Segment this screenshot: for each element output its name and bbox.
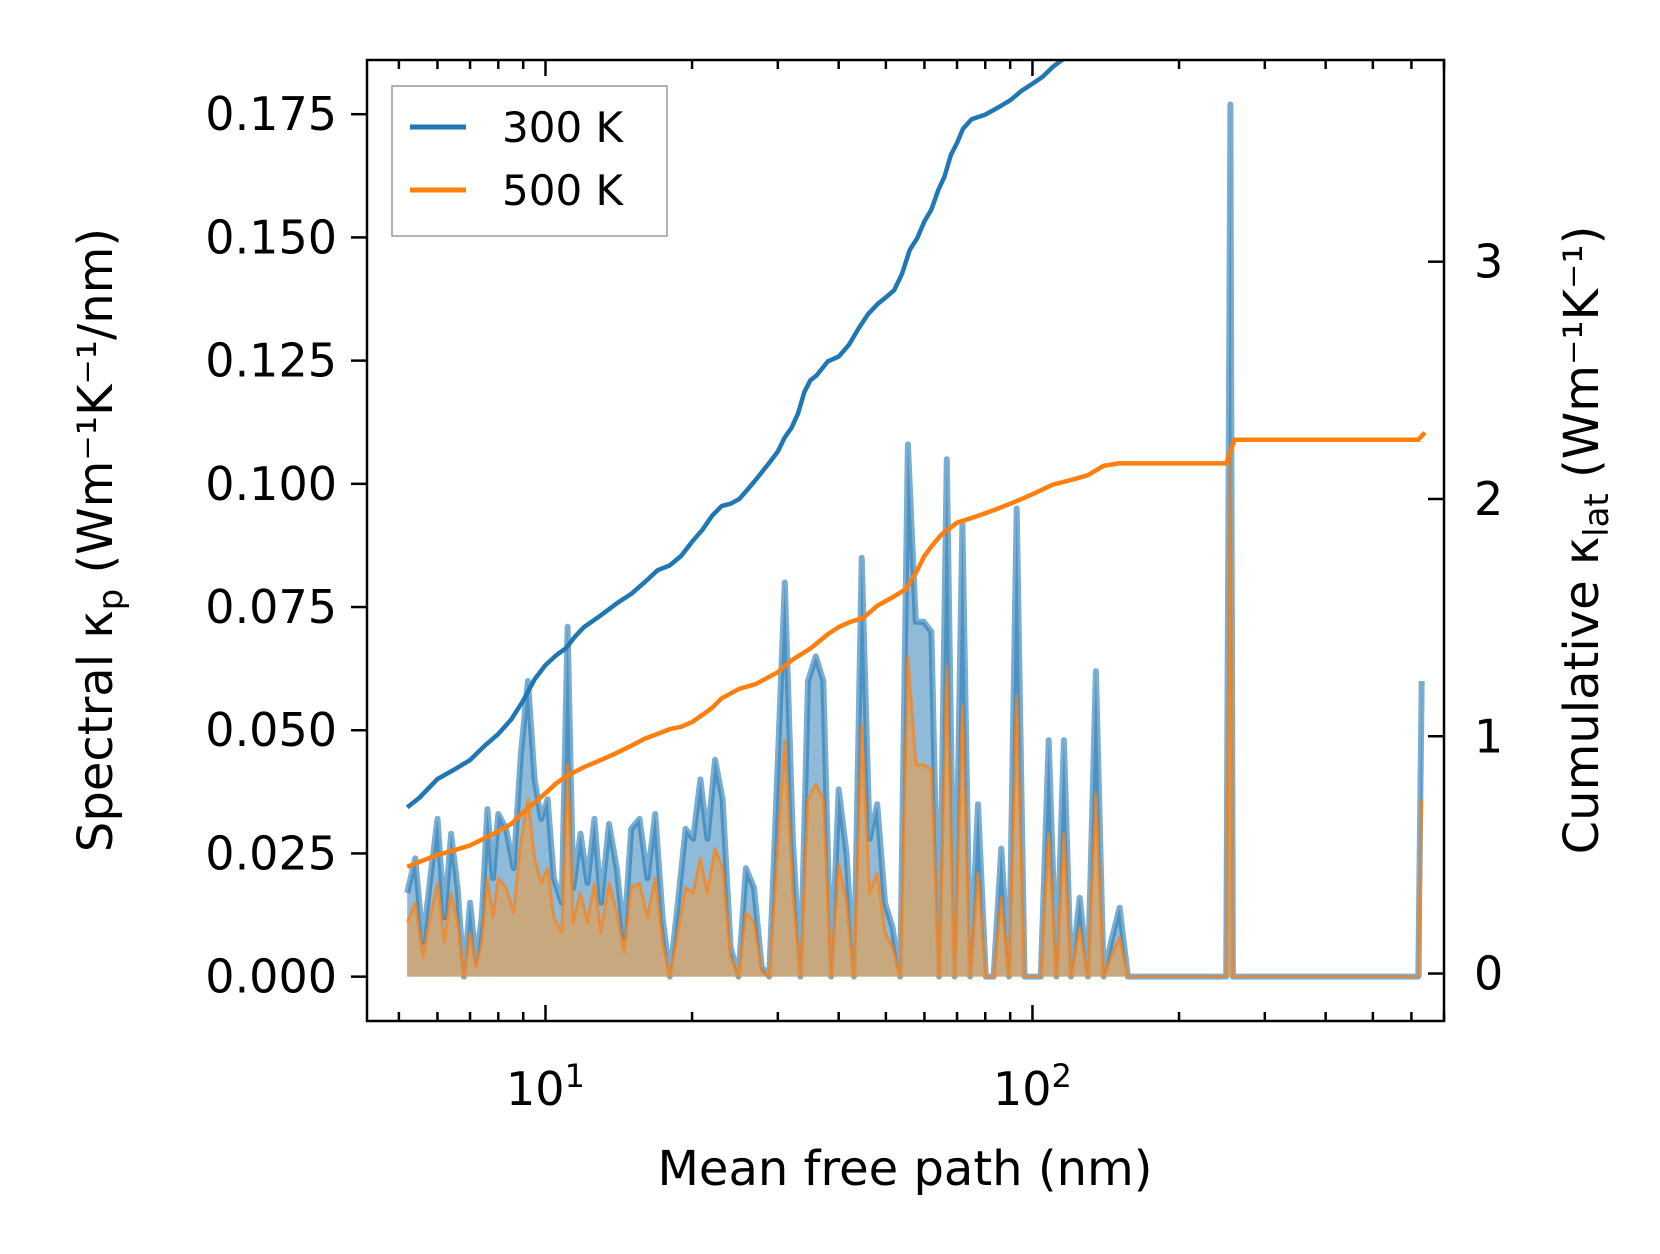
left-y-tick-label: 0.025 — [205, 826, 337, 880]
legend-label-300k: 300 K — [502, 103, 625, 152]
tick-labels-layer: 101 1020.0000.0250.0500.0750.1000.1250.15… — [205, 87, 1503, 1116]
left-y-tick-label: 0.050 — [205, 703, 337, 757]
right-y-tick-label: 2 — [1474, 472, 1503, 526]
x-axis-title: Mean free path (nm) — [658, 1141, 1153, 1197]
right-y-tick-label: 0 — [1474, 947, 1503, 1001]
spectral-500k-line — [405, 452, 1424, 979]
spectral-500k-area — [407, 454, 1422, 977]
ticks-layer — [351, 60, 1446, 1021]
left-y-tick-label: 0.175 — [205, 87, 337, 141]
left-y-axis-title: Spectral κp (Wm⁻¹K⁻¹/nm) — [68, 228, 131, 852]
left-y-tick-label: 0.125 — [205, 334, 337, 388]
left-y-tick-label: 0.100 — [205, 457, 337, 511]
right-y-tick-label: 1 — [1474, 709, 1503, 763]
left-y-tick-label: 0.075 — [205, 580, 337, 634]
legend: 300 K 500 K — [391, 85, 668, 237]
series-layer — [404, 60, 1427, 980]
left-y-tick-label: 0.150 — [205, 210, 337, 264]
x-tick-label: 101 — [506, 1057, 585, 1116]
legend-box — [391, 85, 668, 237]
x-tick-label: 102 — [993, 1057, 1072, 1116]
right-y-tick-label: 3 — [1474, 235, 1503, 289]
right-y-axis-title: Cumulative κlat (Wm⁻¹K⁻¹) — [1554, 226, 1617, 855]
plot-frame — [365, 58, 1446, 1023]
legend-label-500k: 500 K — [502, 166, 625, 215]
spectral-300k-line — [404, 101, 1425, 980]
cumulative-500k-line — [406, 430, 1427, 869]
cumulative-300k-line — [405, 60, 1067, 810]
left-y-tick-label: 0.000 — [205, 950, 337, 1004]
